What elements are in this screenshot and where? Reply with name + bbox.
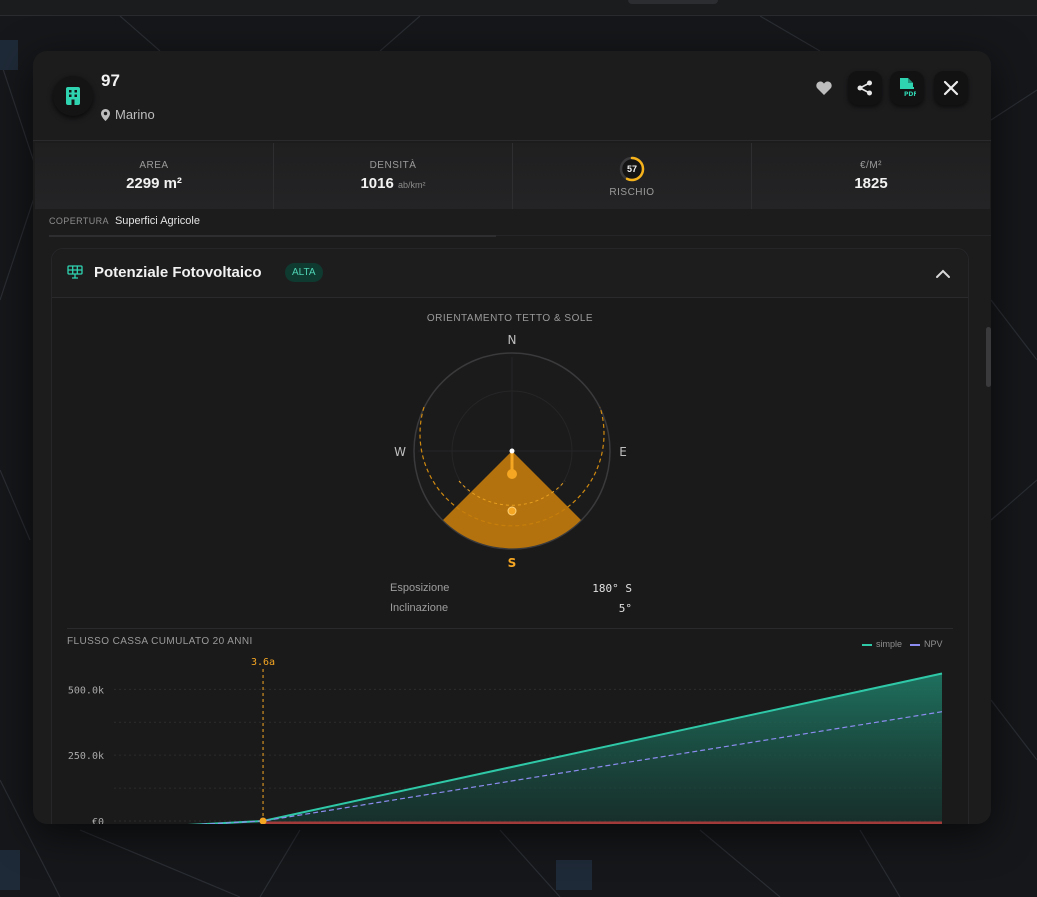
- risk-gauge: 57: [618, 155, 646, 183]
- map-top-bar: [0, 0, 1037, 16]
- density-value-wrap: 1016 ab/km²: [360, 175, 425, 192]
- building-icon: [53, 76, 93, 116]
- tilt-label: Inclinazione: [390, 602, 449, 614]
- panel-header: 97 Marino P: [33, 51, 991, 141]
- share-button[interactable]: [848, 71, 882, 105]
- compass-n: N: [508, 333, 517, 347]
- tilt-value: 5°: [618, 601, 632, 615]
- legend-npv-label: NPV: [924, 639, 943, 649]
- coverage-divider-right: [496, 235, 991, 236]
- heart-icon: [816, 81, 832, 95]
- close-icon: [943, 80, 959, 96]
- close-button[interactable]: [934, 71, 968, 105]
- tilt-row: Inclinazione 5°: [390, 598, 632, 618]
- area-label: AREA: [139, 160, 169, 171]
- coverage-divider: [49, 235, 496, 237]
- svg-text:PDF: PDF: [904, 91, 916, 98]
- orientation-details: Esposizione 180° S Inclinazione 5°: [390, 578, 632, 618]
- compass-title: ORIENTAMENTO TETTO & SOLE: [426, 313, 594, 324]
- area-value: 2299 m²: [126, 175, 182, 192]
- coverage-value: Superfici Agricole: [114, 215, 200, 227]
- coverage-row: COPERTURA Superfici Agricole: [49, 215, 200, 227]
- exposure-label: Esposizione: [390, 582, 450, 594]
- location-name: Marino: [115, 107, 155, 122]
- price-value: 1825: [854, 175, 888, 192]
- pv-potential-badge: ALTA: [285, 263, 323, 282]
- location-pin-icon: [101, 108, 110, 121]
- y-tick-label: €0: [92, 817, 104, 824]
- pv-card: Potenziale Fotovoltaico ALTA ORIENTAMENT…: [51, 248, 969, 824]
- cashflow-title: FLUSSO CASSA CUMULATO 20 ANNI: [67, 636, 253, 647]
- roof-sun-compass: N S E W: [394, 333, 627, 569]
- stat-risk: 57 RISCHIO: [513, 143, 752, 209]
- parcel-location: Marino: [101, 107, 155, 122]
- density-unit: ab/km²: [398, 180, 426, 190]
- legend-simple-label: simple: [876, 639, 903, 649]
- favorite-button[interactable]: [807, 71, 841, 105]
- share-icon: [857, 80, 872, 96]
- parcel-detail-panel: 97 Marino P: [33, 51, 991, 824]
- chevron-up-icon: [936, 269, 950, 278]
- compass-s: S: [508, 556, 517, 569]
- risk-value: 57: [626, 163, 637, 174]
- cashflow-chart: €0 250.0k 500.0k 3.6a: [68, 657, 943, 824]
- legend-npv: NPV: [910, 639, 943, 649]
- stats-bar: AREA 2299 m² DENSITÀ 1016 ab/km² 57 RISC…: [35, 143, 990, 209]
- density-value: 1016: [360, 175, 394, 192]
- exposure-row: Esposizione 180° S: [390, 578, 632, 598]
- stat-density: DENSITÀ 1016 ab/km²: [274, 143, 513, 209]
- price-label: €/M²: [860, 160, 882, 171]
- collapse-button[interactable]: [932, 263, 954, 285]
- pdf-icon: PDF: [900, 78, 916, 98]
- pv-card-header[interactable]: Potenziale Fotovoltaico ALTA: [52, 249, 968, 298]
- exposure-value: 180° S: [592, 581, 632, 595]
- y-tick-label: 500.0k: [68, 685, 104, 696]
- y-tick-label: 250.0k: [68, 751, 104, 762]
- payback-point: [259, 817, 267, 824]
- solar-panel-icon: [67, 265, 83, 284]
- coverage-label: COPERTURA: [49, 216, 109, 226]
- pv-title: Potenziale Fotovoltaico: [94, 264, 262, 281]
- compass-e: E: [619, 445, 627, 459]
- stat-price: €/M² 1825: [752, 143, 990, 209]
- stat-area: AREA 2299 m²: [35, 143, 274, 209]
- density-label: DENSITÀ: [369, 160, 417, 171]
- compass-w: W: [394, 445, 406, 459]
- legend-simple: simple: [862, 639, 902, 649]
- risk-label: RISCHIO: [609, 186, 655, 198]
- cashflow-legend: simple NPV: [862, 639, 943, 649]
- pdf-export-button[interactable]: PDF: [890, 71, 924, 105]
- section-divider: [67, 628, 953, 629]
- payback-label: 3.6a: [251, 657, 275, 668]
- scrollbar-thumb[interactable]: [986, 327, 991, 387]
- parcel-title: 97: [101, 71, 120, 90]
